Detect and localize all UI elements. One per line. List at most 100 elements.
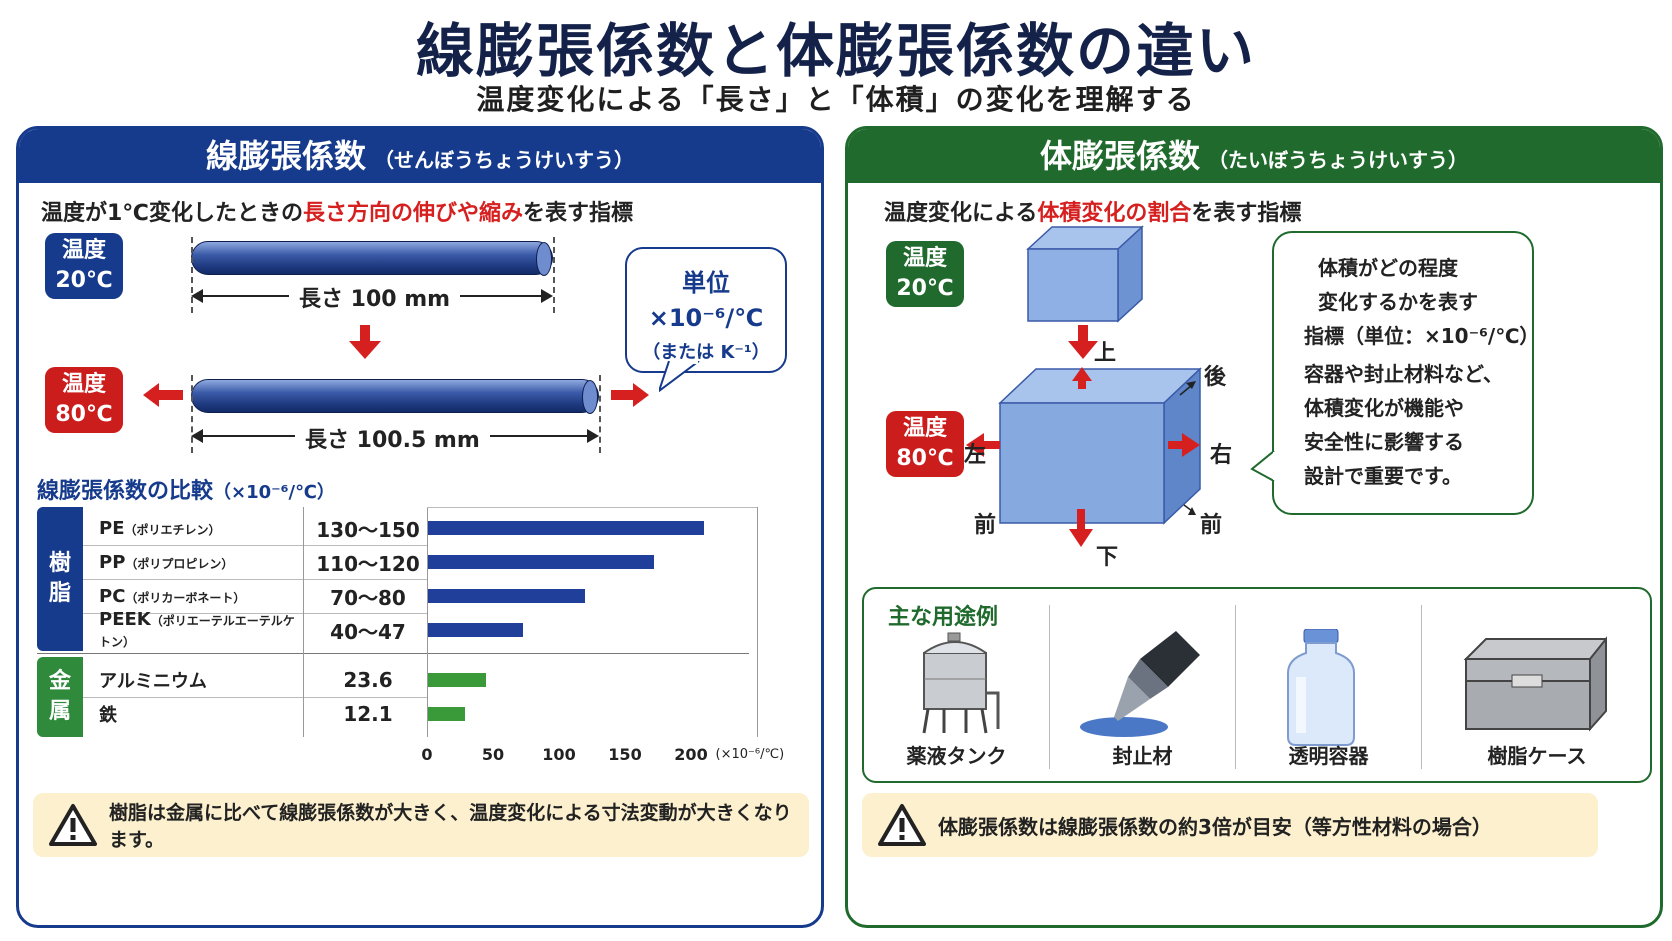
expand-right-arrow-shaft (611, 390, 633, 400)
small-cube-front (1027, 248, 1119, 322)
linear-warning: 樹脂は金属に比べて線膨張係数が大きく、温度変化による寸法変動が大きくなります。 (33, 793, 809, 857)
row-divider (83, 613, 427, 614)
use-item-bottle: 透明容器 (1236, 589, 1421, 781)
temp-low-label: 温度 (61, 238, 106, 263)
material-subname: （ポリカーボネート） (125, 590, 246, 605)
table-row: PC（ポリカーボネート） 70〜80 (83, 579, 433, 613)
length-before-label: 長さ 100 mm (289, 281, 461, 313)
use-divider (1421, 605, 1422, 769)
use-label: 樹脂ケース (1487, 744, 1587, 768)
note-bubble-tail-icon (1250, 450, 1278, 482)
material-subname: （ポリエチレン） (124, 522, 221, 537)
dash-line (599, 375, 601, 453)
dir-right: 右 (1210, 443, 1233, 468)
volume-desc-post: を表す指標 (1191, 201, 1302, 226)
note-line: 安全性に影響する (1304, 430, 1464, 454)
material-name: 鉄 (99, 705, 117, 726)
data-bar (427, 589, 586, 603)
rod-before (191, 241, 553, 276)
comparison-chart: 樹脂 PE（ポリエチレン） 130〜150 PP（ポリプロピレン） 110〜120 PC（… (37, 507, 817, 801)
down-arrow-icon (1068, 341, 1098, 359)
temp-low-badge: 温度 20℃ (45, 233, 123, 299)
use-item-case: 樹脂ケース (1422, 589, 1652, 781)
rod-after (191, 379, 599, 414)
group-label-char: 脂 (48, 581, 71, 606)
volume-temp-high-value: 80℃ (896, 446, 954, 471)
volume-panel: 体膨張係数 （たいぼうちょうけいすう） 温度変化による体積変化の割合を表す指標 温… (845, 126, 1663, 928)
material-name: PE（ポリエチレン） (99, 517, 221, 539)
bottom-arrow-icon (1069, 529, 1093, 547)
big-cube-front (999, 402, 1165, 524)
comparison-unit: （×10⁻⁶/℃） (213, 482, 335, 503)
material-name: アルミニウム (99, 671, 207, 692)
data-bar (427, 707, 466, 721)
material-name: PC（ポリカーボネート） (99, 585, 246, 607)
material-name: PEEK（ポリエーテルエーテルケトン） (99, 609, 295, 649)
right-arrow-icon (1182, 433, 1200, 457)
temp-low-value: 20℃ (55, 268, 113, 293)
expand-right-arrow-icon (633, 383, 649, 407)
unit-value: ×10⁻⁶/℃ (648, 304, 764, 332)
volume-temp-low-value: 20℃ (896, 276, 954, 301)
expand-left-arrow-shaft (159, 390, 183, 400)
down-arrow-icon (349, 341, 381, 359)
row-divider (83, 545, 427, 546)
axis-top-line (427, 507, 757, 508)
dir-back: 後 (1204, 365, 1227, 390)
volume-temp-low-badge: 温度 20℃ (886, 241, 964, 307)
volume-temp-high-label: 温度 (902, 416, 947, 441)
cube-diagram (966, 225, 1202, 547)
linear-panel: 線膨張係数 （せんぼうちょうけいすう） 温度が1℃変化したときの長さ方向の伸びや縮… (16, 126, 824, 928)
column-divider (303, 507, 304, 737)
page-title: 線膨張係数と体膨張係数の違い (415, 17, 1256, 85)
x-tick-label: 200 (674, 745, 708, 764)
up-arrow-icon (1072, 367, 1092, 381)
column-divider (427, 507, 428, 737)
material-range: 70〜80 (330, 585, 406, 610)
table-row: PP（ポリプロピレン） 110〜120 (83, 545, 433, 579)
use-label: 透明容器 (1288, 744, 1369, 768)
group-label-char: 樹 (48, 551, 71, 576)
temp-high-badge: 温度 80℃ (45, 367, 123, 433)
table-row: PE（ポリエチレン） 130〜150 (83, 511, 433, 545)
use-label: 封止材 (1112, 744, 1173, 768)
group-label: 金属 (37, 657, 83, 737)
case-icon (1463, 636, 1607, 732)
x-tick-label: 0 (421, 745, 433, 764)
linear-desc-highlight: 長さ方向の伸びや縮み (302, 201, 523, 226)
material-subname: （ポリプロピレン） (125, 556, 234, 571)
linear-heading-text: 線膨張係数 (205, 137, 366, 175)
group-divider (37, 653, 749, 654)
material-range: 110〜120 (316, 551, 420, 576)
sealant-icon (1080, 631, 1200, 737)
row-divider (83, 697, 427, 698)
volume-warning: 体膨張係数は線膨張係数の約3倍が目安（等方性材料の場合） (862, 793, 1598, 857)
group-label-char: 属 (48, 699, 71, 724)
comparison-title: 線膨張係数の比較（×10⁻⁶/℃） (37, 473, 335, 505)
use-item-sealant: 封止材 (1050, 589, 1235, 781)
group-label-char: 金 (48, 669, 71, 694)
note-line: 設計で重要です。 (1304, 464, 1462, 488)
temp-high-value: 80℃ (55, 402, 113, 427)
group-label: 樹脂 (37, 507, 83, 651)
material-range: 130〜150 (316, 517, 420, 542)
dash-line (553, 237, 555, 313)
bottle-icon (1287, 629, 1355, 746)
use-item-tank: 薬液タンク (864, 589, 1049, 781)
linear-heading: 線膨張係数 （せんぼうちょうけいすう） (19, 129, 821, 183)
use-label: 薬液タンク (906, 744, 1007, 768)
linear-reading: （せんぼうちょうけいすう） (374, 148, 634, 172)
data-bar (427, 673, 487, 687)
bubble-tail-icon (659, 361, 700, 393)
note-line: 容器や封止材料など、 (1304, 362, 1503, 386)
volume-warning-text: 体膨張係数は線膨張係数の約3倍が目安（等方性材料の場合） (938, 814, 1492, 839)
dir-left: 左 (964, 443, 987, 468)
table-row: 鉄 12.1 (83, 697, 433, 731)
table-row: PEEK（ポリエーテルエーテルケトン） 40〜47 (83, 609, 433, 649)
linear-desc-pre: 温度が1℃変化したときの (41, 201, 303, 226)
volume-reading: （たいぼうちょうけいすう） (1208, 148, 1468, 172)
expand-left-arrow-icon (143, 383, 159, 407)
dir-front-left: 前 (974, 513, 997, 538)
volume-desc-pre: 温度変化による (884, 201, 1038, 226)
volume-heading-text: 体膨張係数 (1039, 137, 1200, 175)
